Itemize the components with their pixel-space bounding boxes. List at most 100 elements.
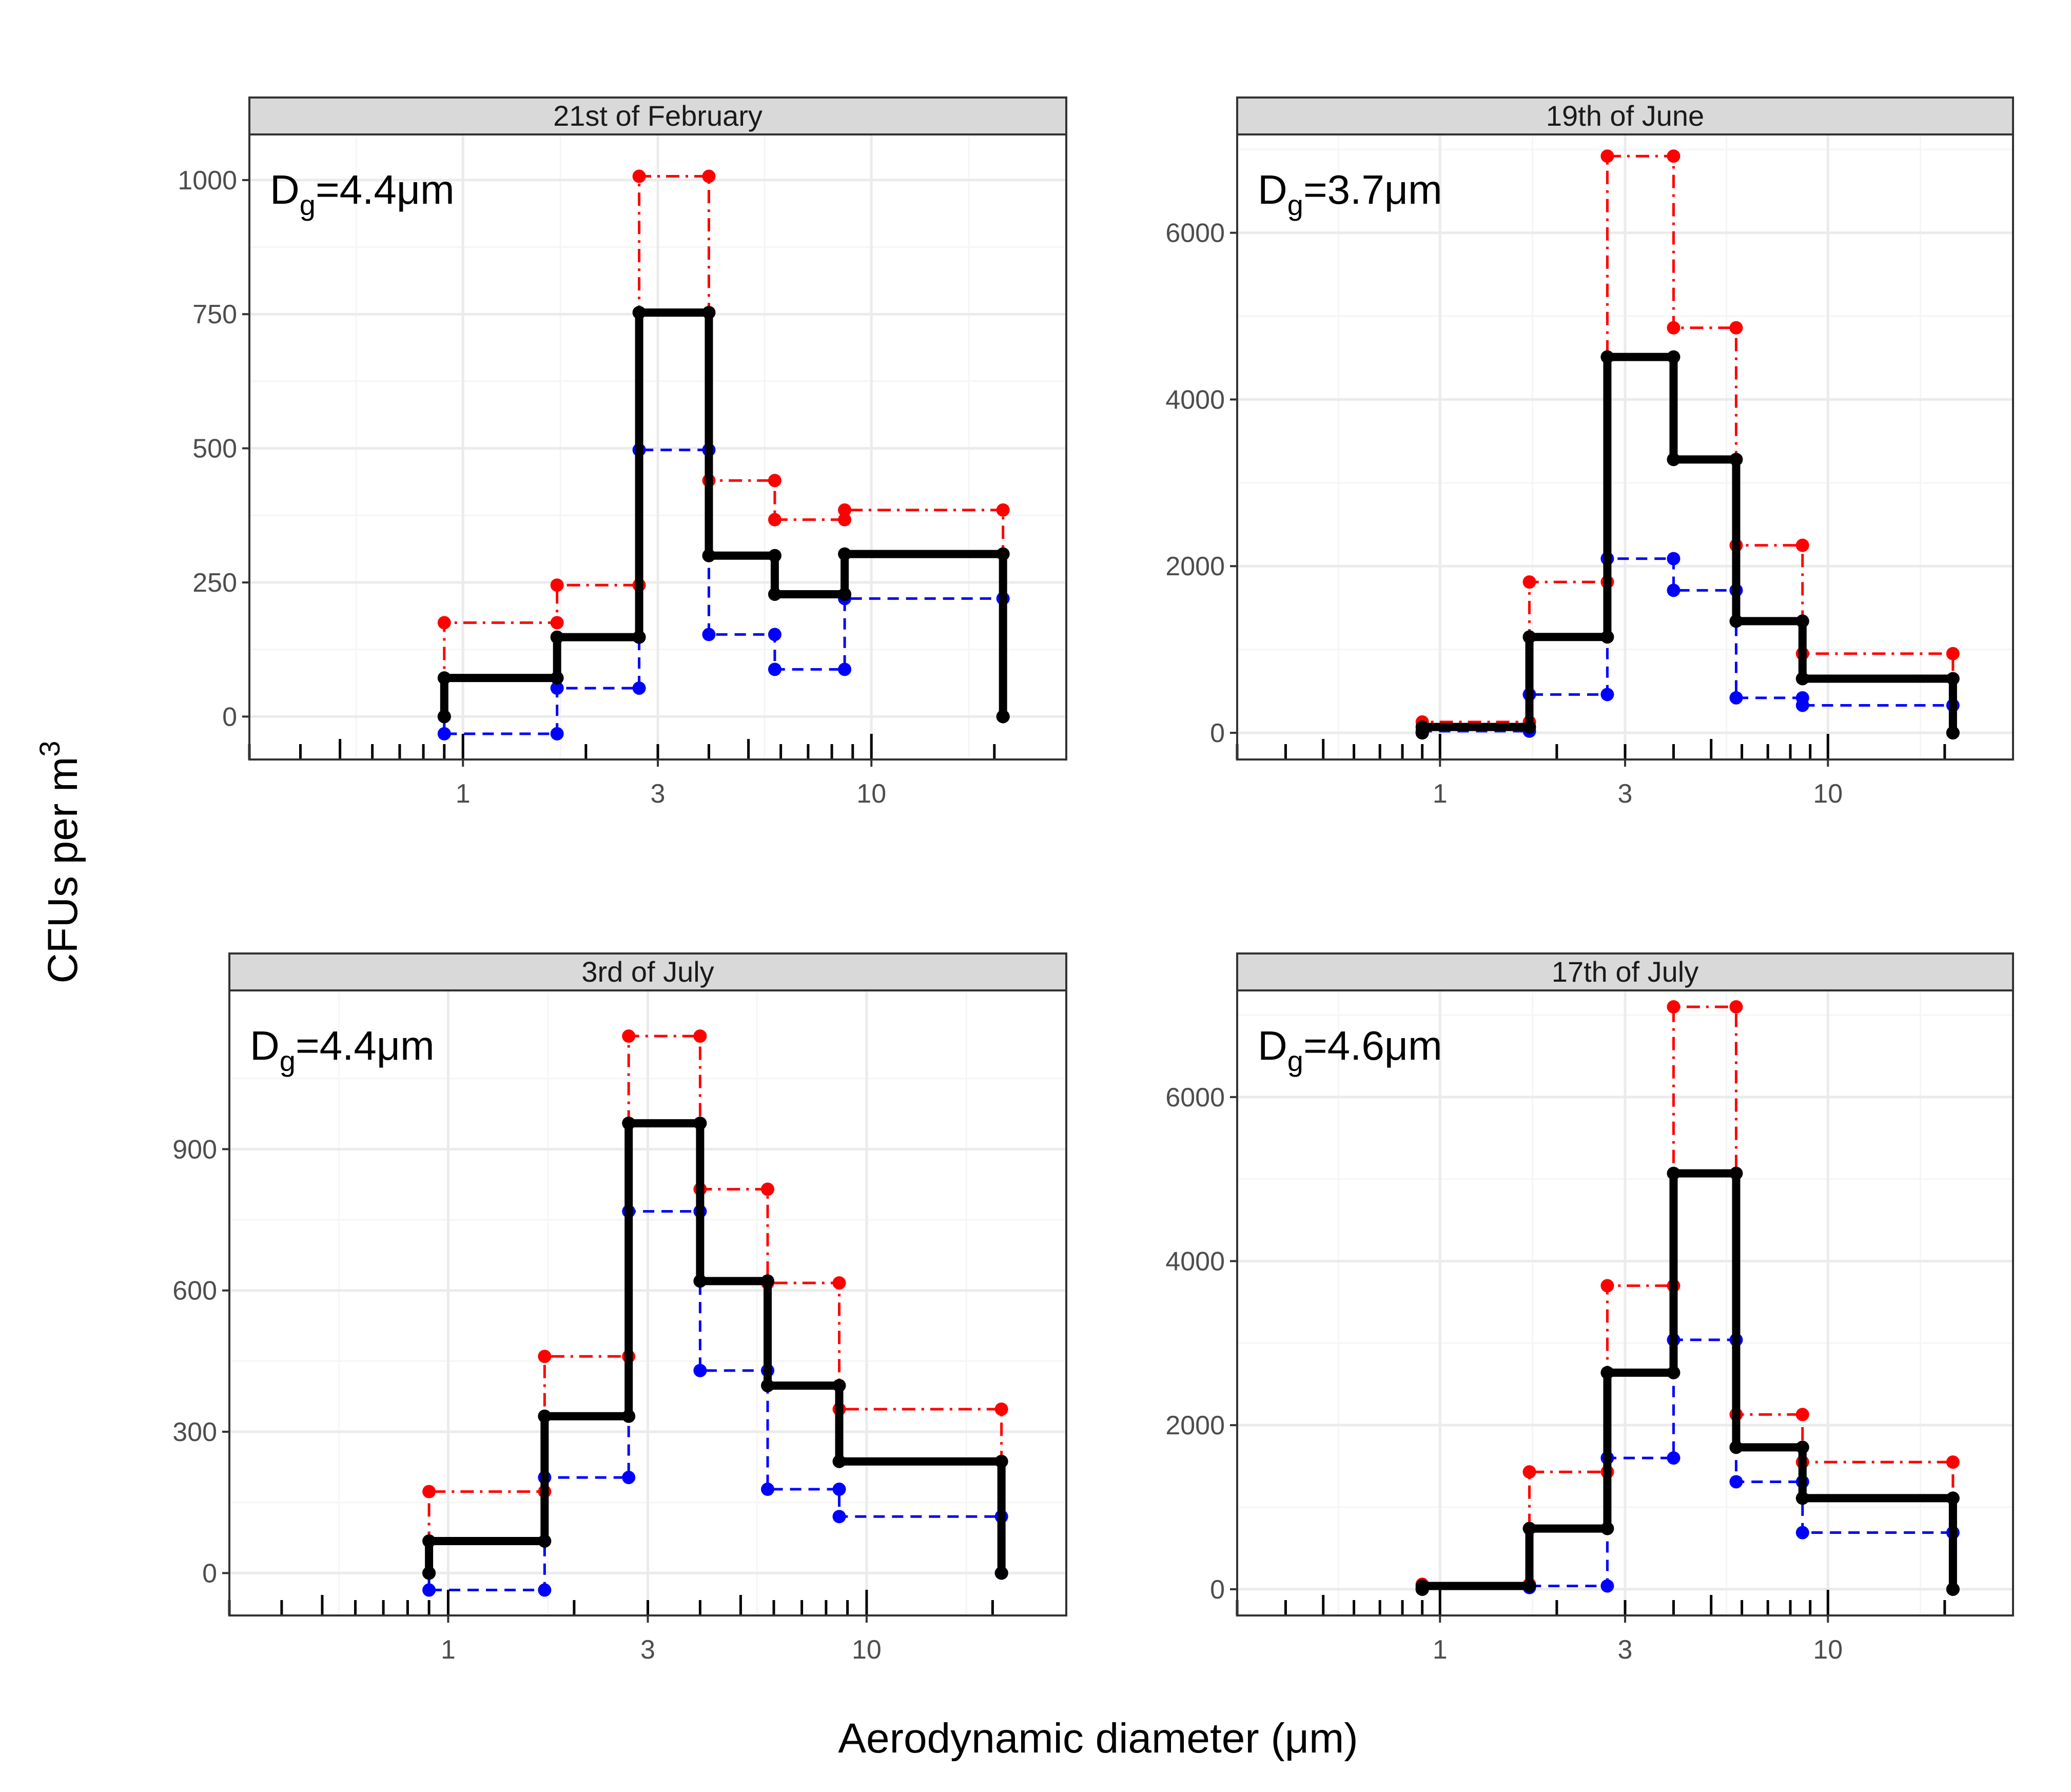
panel-21st-of-february: 21st of February 0 250 500 750 1000 1 3 10 Dg=4.… (178, 96, 1067, 809)
y-tick-label: 6000 (1165, 219, 1225, 248)
log-rug (1236, 1590, 1946, 1615)
gridlines (1237, 990, 2013, 1615)
y-tick-label: 2000 (1165, 1411, 1225, 1440)
data-point-mean (422, 1534, 436, 1548)
data-point-lower (1795, 698, 1809, 712)
data-point-mean (1415, 1579, 1429, 1593)
data-point-lower (1667, 1451, 1681, 1465)
y-tick-label: 250 (192, 568, 237, 598)
data-point-lower (538, 1583, 552, 1597)
x-tick-label: 3 (1618, 779, 1633, 809)
dg-main: D (1258, 1023, 1287, 1068)
data-point-mean (768, 549, 781, 562)
panel-border (228, 989, 1067, 1616)
y-tick-label: 1000 (178, 166, 237, 196)
x-tick-label: 3 (640, 1635, 655, 1665)
x-tick-label: 1 (456, 779, 471, 809)
dg-annotation: Dg=4.6μm (1258, 1023, 1442, 1077)
data-point-mean (1415, 720, 1429, 734)
data-point-mean (1729, 1440, 1743, 1454)
data-point-lower (1600, 1579, 1614, 1593)
panel-3rd-of-july: 3rd of July 0 300 600 900 1 3 10 Dg=4.4μm (172, 952, 1067, 1665)
y-axis-title-main: CFUs per m (40, 757, 86, 984)
data-point-upper (838, 503, 852, 517)
data-point-upper (538, 1350, 552, 1364)
data-point-lower (622, 1471, 636, 1485)
y-tick-label: 6000 (1165, 1083, 1225, 1113)
data-point-upper (1600, 1279, 1614, 1293)
series-line-mean (1418, 353, 1957, 733)
x-tick-label: 10 (856, 779, 886, 809)
data-point-mean (422, 1566, 436, 1580)
data-point-mean (1729, 453, 1743, 466)
data-point-lower (702, 628, 716, 641)
data-point-mean (437, 671, 451, 685)
data-point-mean (1795, 672, 1809, 686)
series-line-lower (443, 449, 1005, 735)
data-point-lower (422, 1583, 436, 1597)
y-axis-title: CFUs per m3 (33, 741, 86, 983)
panel-19th-of-june: 19th of June 0 2000 4000 6000 1 3 10 Dg=3.7μm (1165, 96, 2014, 809)
data-point-mean (702, 549, 716, 562)
data-point-mean (1600, 350, 1614, 364)
y-tick-label: 4000 (1165, 385, 1225, 415)
panel-17th-of-july: 17th of July 0 2000 4000 6000 1 3 10 Dg=4.6μm (1165, 952, 2014, 1665)
data-point-upper (422, 1485, 436, 1498)
data-point-upper (1946, 1455, 1960, 1469)
y-tick-label: 0 (1210, 1575, 1225, 1605)
series-line-lower (427, 1210, 1003, 1591)
panel-title: 19th of June (1546, 100, 1704, 132)
panel-title: 17th of July (1552, 956, 1698, 988)
data-point-upper (1946, 647, 1960, 660)
data-point-mean (622, 1116, 636, 1130)
data-point-lower (550, 727, 564, 741)
data-point-mean (1667, 453, 1681, 466)
data-point-upper (632, 169, 646, 183)
data-point-mean (1667, 350, 1681, 364)
data-point-upper (1667, 149, 1681, 163)
x-tick-label: 1 (1433, 1635, 1448, 1665)
data-point-upper (437, 616, 451, 630)
data-point-mean (838, 547, 852, 561)
dg-subscript: g (300, 189, 316, 221)
data-point-mean (1522, 720, 1536, 734)
data-point-lower (1600, 688, 1614, 702)
y-tick-label: 500 (192, 434, 237, 464)
y-tick-label: 600 (172, 1276, 217, 1306)
data-point-upper (1795, 538, 1809, 552)
y-axis-title-superscript: 3 (33, 741, 66, 756)
data-point-mean (760, 1379, 774, 1393)
data-point-upper (1795, 1408, 1809, 1421)
y-tick-label: 900 (172, 1135, 217, 1164)
y-tick-label: 2000 (1165, 552, 1225, 581)
log-rug (228, 1590, 994, 1615)
data-point-lower (1667, 552, 1681, 566)
x-tick-label: 3 (651, 779, 666, 809)
data-point-mean (622, 1409, 636, 1423)
data-point-mean (632, 306, 646, 320)
data-point-mean (996, 710, 1010, 724)
data-point-mean (1600, 630, 1614, 644)
data-point-mean (437, 710, 451, 724)
data-point-upper (1600, 149, 1614, 163)
data-point-mean (693, 1274, 707, 1288)
data-point-mean (1667, 1366, 1681, 1379)
data-point-mean (1522, 1579, 1536, 1593)
data-point-mean (760, 1274, 774, 1288)
data-point-lower (760, 1483, 774, 1496)
series-mean (422, 1116, 1008, 1580)
x-tick-label: 1 (1433, 779, 1448, 809)
data-point-mean (1946, 672, 1960, 686)
data-point-lower (632, 681, 646, 695)
data-point-mean (996, 547, 1010, 561)
dg-subscript: g (1287, 189, 1303, 221)
data-point-upper (1522, 575, 1536, 589)
data-point-upper (994, 1402, 1008, 1416)
data-point-upper (1667, 321, 1681, 335)
data-point-lower (838, 663, 852, 676)
series-mean (1415, 1166, 1960, 1596)
data-point-mean (632, 630, 646, 644)
data-point-mean (838, 587, 852, 601)
y-tick-label: 0 (202, 1559, 217, 1588)
